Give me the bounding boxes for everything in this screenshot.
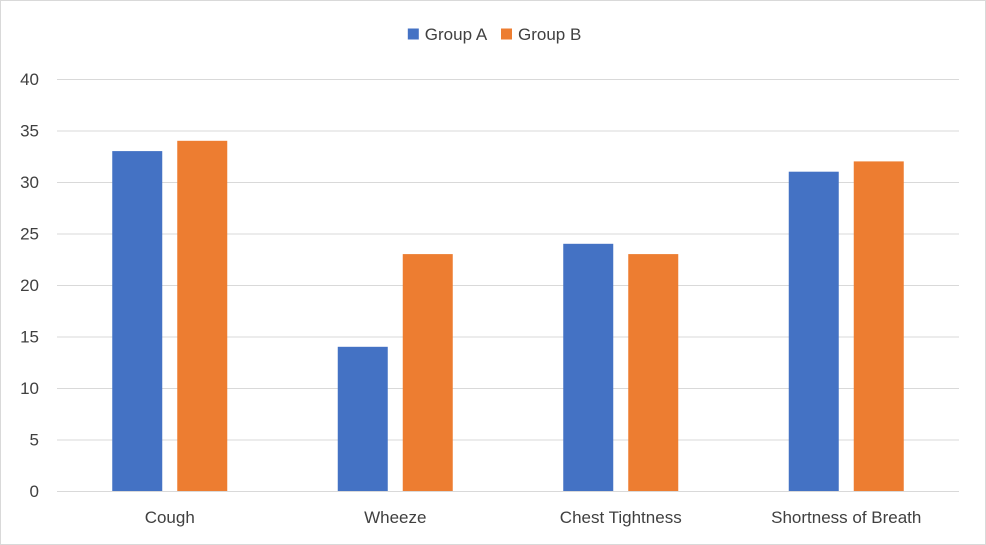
y-axis: 0 5 10 15 20 25 30 35 40 xyxy=(20,70,39,501)
legend-swatch xyxy=(407,28,419,40)
y-tick-label: 40 xyxy=(20,70,39,89)
y-tick-label: 20 xyxy=(20,276,39,295)
x-tick-label: Wheeze xyxy=(364,508,426,527)
bar-group-b-shortness-of-breath xyxy=(853,161,904,491)
y-tick-label: 15 xyxy=(20,328,39,347)
y-tick-label: 0 xyxy=(30,482,39,501)
y-tick-label: 35 xyxy=(20,122,39,141)
legend-item-group-b: Group B xyxy=(501,25,581,44)
x-tick-label: Chest Tightness xyxy=(560,508,682,527)
y-tick-label: 10 xyxy=(20,379,39,398)
legend-label: Group B xyxy=(518,25,581,44)
bar-group-a-wheeze xyxy=(337,346,388,491)
y-tick-label: 5 xyxy=(30,431,39,450)
bar-group-a-cough xyxy=(112,151,163,491)
legend: Group A Group B xyxy=(407,25,581,44)
bar-group-b-wheeze xyxy=(402,254,453,491)
bars xyxy=(112,140,904,492)
x-tick-label: Cough xyxy=(145,508,195,527)
x-tick-label: Shortness of Breath xyxy=(771,508,921,527)
legend-label: Group A xyxy=(425,25,488,44)
y-tick-label: 30 xyxy=(20,173,39,192)
y-tick-label: 25 xyxy=(20,225,39,244)
x-axis: Cough Wheeze Chest Tightness Shortness of B… xyxy=(145,508,922,527)
legend-item-group-a: Group A xyxy=(407,25,488,44)
bar-group-a-shortness-of-breath xyxy=(788,171,839,491)
bar-group-b-chest-tightness xyxy=(628,254,679,491)
legend-swatch xyxy=(501,28,512,40)
bar-group-b-cough xyxy=(177,140,228,492)
bar-group-a-chest-tightness xyxy=(563,243,614,491)
